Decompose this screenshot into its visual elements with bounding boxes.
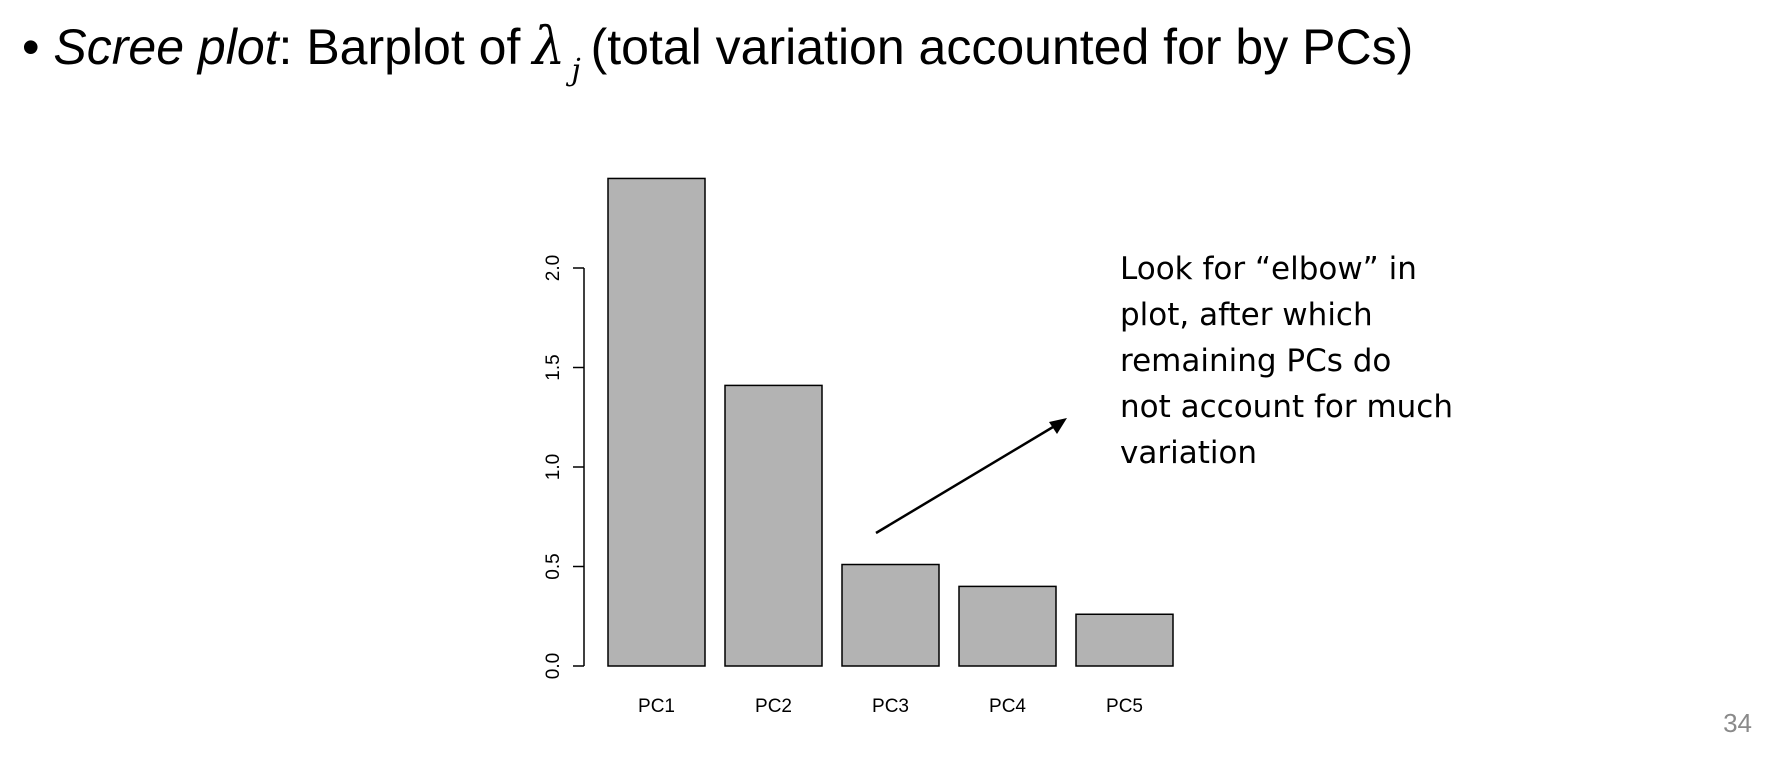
elbow-annotation: Look for “elbow” in plot, after which re… [1120, 246, 1480, 476]
annotation-line: plot, after which [1120, 297, 1373, 333]
y-tick-label: 1.5 [543, 354, 564, 380]
y-tick-label: 1.0 [543, 454, 564, 480]
y-tick-label: 2.0 [543, 255, 564, 281]
y-tick-label: 0.5 [543, 553, 564, 579]
bar-pc3 [841, 563, 940, 667]
slide-heading: • Scree plot: Barplot of λ j (total variati… [22, 14, 1413, 104]
bar-pc2 [724, 384, 823, 667]
x-tick-label: PC5 [1106, 696, 1143, 717]
bar-pc4 [958, 585, 1057, 667]
x-tick-label: PC1 [638, 696, 675, 717]
elbow-arrowhead [1049, 418, 1067, 434]
heading-part1: : Barplot of [278, 19, 521, 75]
x-tick-label: PC3 [872, 696, 909, 717]
bullet: • [22, 19, 40, 75]
lambda-subscript: j [571, 53, 581, 88]
page-number: 34 [1723, 708, 1752, 738]
heading-part2: (total variation accounted for by PCs) [590, 19, 1414, 75]
annotation-line: Look for “elbow” in [1120, 251, 1417, 287]
x-tick-label: PC4 [989, 696, 1026, 717]
heading-italic: Scree plot [53, 19, 279, 75]
lambda-symbol: λ [532, 17, 566, 77]
bar-pc5 [1075, 613, 1174, 667]
annotation-line: variation [1120, 435, 1258, 471]
x-tick-label: PC2 [755, 696, 792, 717]
bar-pc1 [607, 177, 706, 667]
y-tick-label: 0.0 [543, 653, 564, 679]
annotation-line: remaining PCs do [1120, 343, 1392, 379]
annotation-line: not account for much [1120, 389, 1453, 425]
elbow-arrow [875, 422, 1059, 535]
